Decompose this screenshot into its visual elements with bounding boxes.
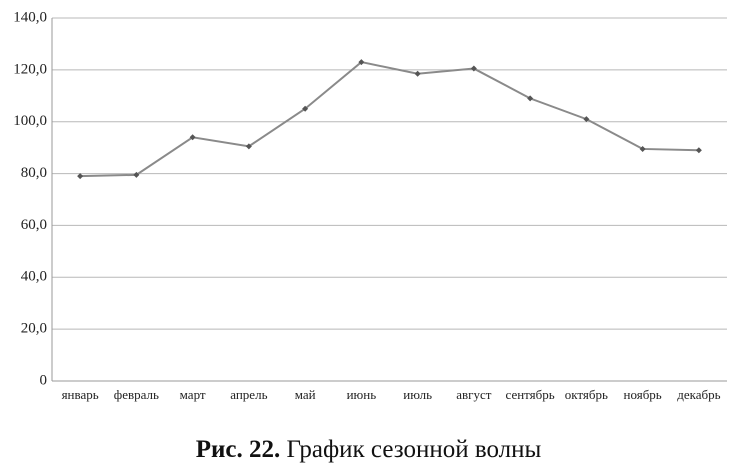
chart: 0 20,0 40,0 60,0 80,0 100,0 120,0 140,0 январь фе… [13, 9, 727, 402]
x-tick-label: январь [62, 387, 99, 402]
point [77, 173, 84, 180]
x-tick-label: февраль [114, 387, 159, 402]
y-tick-label: 100,0 [13, 113, 47, 129]
series-line [80, 61, 699, 178]
x-tick-label: август [456, 387, 492, 402]
x-tick-label: декабрь [677, 387, 720, 402]
point [527, 95, 534, 102]
point [302, 105, 309, 112]
chart-title: График сезонной волны [286, 436, 542, 463]
y-tick-label: 120,0 [13, 61, 47, 77]
point [358, 59, 365, 66]
point [583, 116, 590, 123]
caption-label: Рис. 22. [195, 436, 281, 463]
point [695, 147, 702, 154]
point [414, 70, 421, 77]
point [639, 145, 646, 152]
x-tick-label: март [180, 387, 206, 402]
x-tick-label: октябрь [565, 387, 608, 402]
x-tick-label: апрель [230, 387, 267, 402]
y-tick-label: 140,0 [13, 9, 47, 25]
point [470, 65, 477, 72]
y-tick-label: 80,0 [21, 165, 47, 181]
point [245, 143, 252, 150]
point [189, 134, 196, 141]
x-tick-label: май [295, 387, 316, 402]
caption: Рис. 22. График сезонной волны [0, 436, 737, 464]
x-tick-label: ноябрь [624, 387, 662, 402]
y-tick-label: 60,0 [21, 217, 47, 233]
point [133, 171, 140, 178]
y-tick-label: 0 [40, 372, 48, 388]
y-tick-label: 20,0 [21, 321, 47, 337]
y-tick-label: 40,0 [21, 269, 47, 285]
x-tick-label: июнь [347, 387, 377, 402]
x-tick-label: сентябрь [506, 387, 555, 402]
x-tick-label: июль [403, 387, 432, 402]
